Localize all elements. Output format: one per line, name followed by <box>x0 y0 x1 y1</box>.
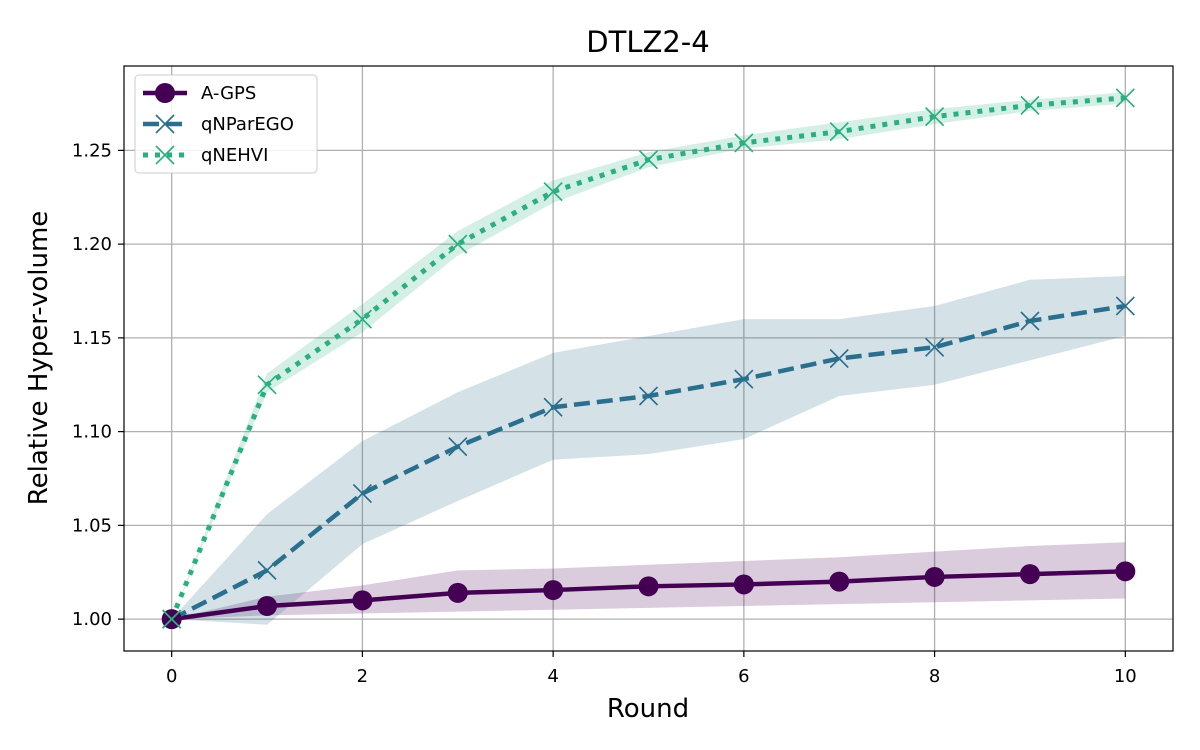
marker-a-gps <box>447 582 468 603</box>
marker-qnparego <box>734 369 754 389</box>
legend-marker-a-gps <box>155 83 175 103</box>
marker-qnparego <box>829 348 849 369</box>
marker-qnparego <box>1115 296 1135 316</box>
y-tick-label: 1.25 <box>72 140 112 161</box>
marker-a-gps <box>257 596 278 616</box>
x-tick-label: 6 <box>738 666 749 687</box>
marker-qnehvi <box>925 107 945 127</box>
marker-a-gps <box>352 590 373 611</box>
marker-qnehvi <box>543 182 563 202</box>
marker-qnparego <box>257 560 277 580</box>
x-tick-label: 10 <box>1114 666 1137 687</box>
x-tick-label: 2 <box>357 666 368 687</box>
marker-a-gps <box>924 566 945 587</box>
marker-a-gps <box>829 571 850 592</box>
x-axis-label: Round <box>607 694 689 724</box>
marker-qnparego <box>638 386 659 406</box>
y-tick-label: 1.15 <box>72 328 112 349</box>
marker-a-gps <box>638 576 659 597</box>
x-tick-label: 8 <box>929 666 940 687</box>
marker-qnehvi <box>257 375 277 395</box>
legend-label-a-gps: A-GPS <box>201 83 256 104</box>
legend: A-GPS qNParEGO qNEHVI <box>134 74 318 174</box>
marker-qnehvi <box>734 133 754 153</box>
y-tick-label: 1.05 <box>72 515 112 536</box>
x-axis-ticks: 0 2 4 6 8 10 <box>166 651 1137 687</box>
marker-qnparego <box>352 483 372 504</box>
marker-qnehvi <box>638 150 659 170</box>
chart-title: DTLZ2-4 <box>586 25 709 59</box>
marker-qnparego <box>543 397 563 417</box>
marker-a-gps <box>733 574 754 595</box>
legend-marker-qnehvi <box>155 145 175 165</box>
marker-qnparego <box>1020 311 1040 331</box>
marker-qnehvi <box>162 609 182 629</box>
marker-qnehvi <box>1115 88 1135 108</box>
marker-qnehvi <box>1020 95 1040 115</box>
y-tick-label: 1.20 <box>72 234 112 255</box>
y-axis-ticks: 1.00 1.05 1.10 1.15 1.20 1.25 <box>72 140 124 630</box>
legend-label-qnparego: qNParEGO <box>201 114 294 135</box>
legend-marker-qnparego <box>155 114 175 134</box>
marker-qnparego <box>448 437 468 457</box>
x-tick-label: 0 <box>166 666 177 687</box>
y-tick-label: 1.10 <box>72 422 112 443</box>
plot-frame <box>123 65 1174 652</box>
marker-a-gps <box>543 580 564 601</box>
y-axis-label: Relative Hyper-volume <box>24 211 54 506</box>
series-markers <box>161 88 1136 630</box>
marker-a-gps <box>1019 564 1040 585</box>
marker-qnehvi <box>448 234 468 254</box>
legend-label-qnehvi: qNEHVI <box>201 145 268 166</box>
marker-qnparego <box>925 337 945 357</box>
marker-qnehvi <box>352 309 372 329</box>
marker-a-gps <box>1115 561 1136 582</box>
legend-box <box>134 74 318 174</box>
band-qnparego <box>171 276 1126 625</box>
marker-qnehvi <box>829 122 849 142</box>
y-tick-label: 1.00 <box>72 609 112 630</box>
x-tick-label: 4 <box>547 666 558 687</box>
